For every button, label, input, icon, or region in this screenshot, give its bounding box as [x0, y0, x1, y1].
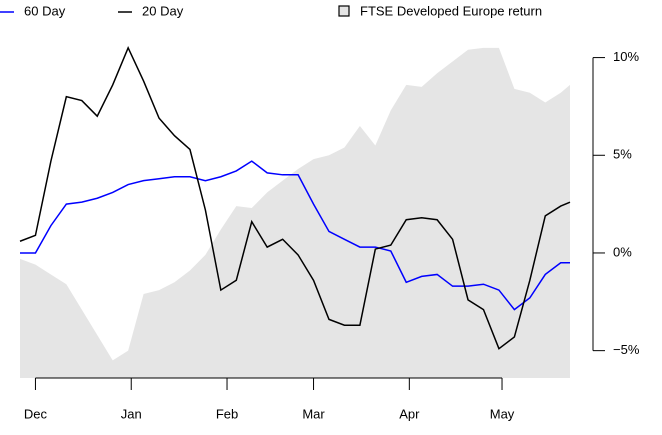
y-tick-label: −5%	[613, 342, 640, 357]
y-tick-label: 5%	[613, 147, 632, 162]
x-tick-label: May	[490, 406, 515, 421]
y-tick-label: 0%	[613, 244, 632, 259]
y-tick-label: 10%	[613, 49, 639, 64]
legend-label: 20 Day	[142, 3, 184, 18]
line	[19, 45, 571, 350]
legend-label: FTSE Developed Europe return	[360, 3, 542, 18]
x-tick-label: Apr	[399, 406, 420, 421]
legend-swatch	[338, 5, 350, 17]
line	[20, 160, 570, 311]
x-tick-label: Jan	[121, 406, 142, 421]
area	[20, 47, 570, 378]
legend-label: 60 Day	[24, 3, 66, 18]
x-tick-label: Dec	[24, 406, 48, 421]
x-tick-label: Mar	[302, 406, 325, 421]
x-tick-label: Feb	[216, 406, 238, 421]
